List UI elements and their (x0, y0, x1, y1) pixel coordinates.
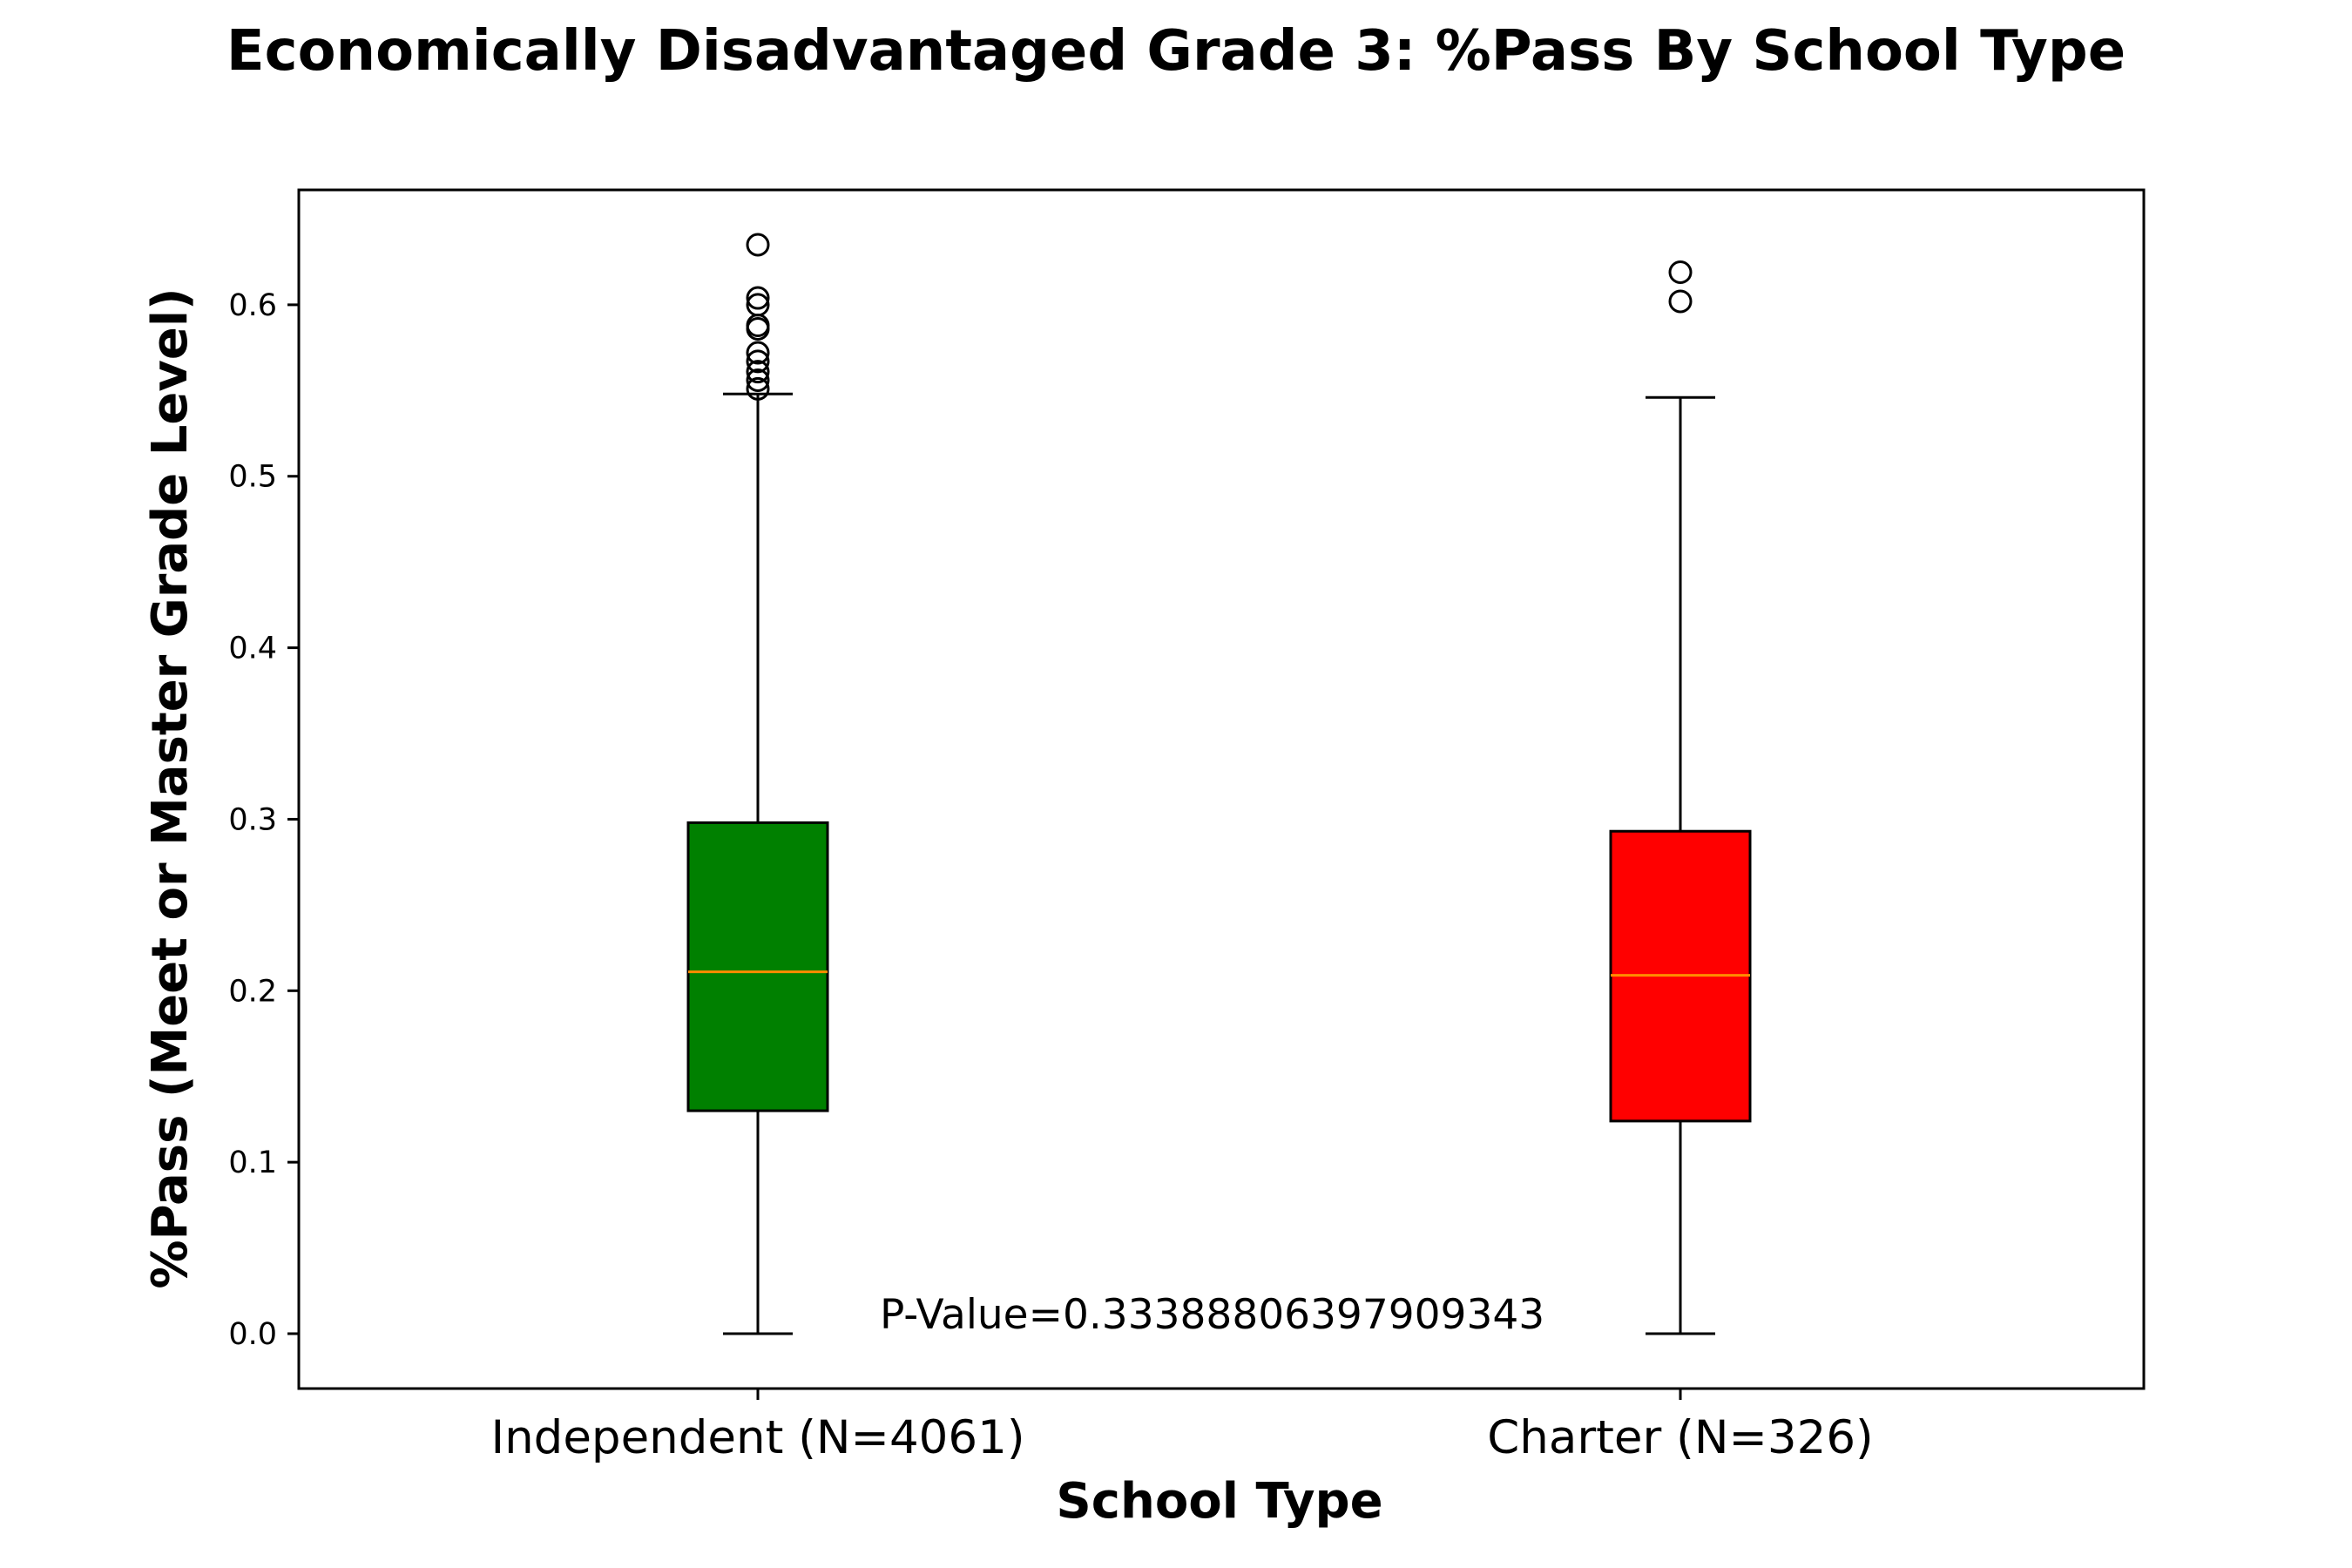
box-charter (1609, 260, 1752, 1335)
outlier-point (746, 368, 770, 393)
x-tick-label: Independent (N=4061) (490, 1411, 1024, 1464)
y-tick-label: 0.2 (228, 974, 277, 1009)
outlier-point (746, 376, 770, 401)
outlier-point (1668, 260, 1693, 284)
y-tick-label: 0.0 (228, 1317, 277, 1352)
chart-title: Economically Disadvantaged Grade 3: %Pas… (226, 19, 2126, 84)
y-tick-label: 0.1 (228, 1146, 277, 1180)
outlier-point (1668, 289, 1693, 314)
plot-frame (297, 188, 2146, 1390)
outlier-point (746, 341, 770, 365)
y-tick-label: 0.5 (228, 460, 277, 495)
x-tick-label: Charter (N=326) (1487, 1411, 1873, 1464)
outlier-point (746, 286, 770, 310)
p-value-annotation: P-Value=0.33388806397909343 (880, 1291, 1544, 1339)
outlier-point (746, 349, 770, 374)
y-tick-label: 0.4 (228, 632, 277, 666)
y-tick-label: 0.6 (228, 288, 277, 323)
x-axis: Independent (N=4061) Charter (N=326) (490, 1389, 1874, 1464)
y-axis-label: %Pass (Meet or Master Grade Level) (142, 287, 199, 1288)
y-tick-label: 0.3 (228, 802, 277, 837)
x-axis-label: School Type (1056, 1473, 1382, 1530)
box-iqr (686, 821, 829, 1112)
outlier-point (746, 293, 770, 317)
outlier-point (746, 233, 770, 257)
y-axis: 0.0 0.1 0.2 0.3 0.4 0.5 0.6 (228, 288, 299, 1352)
outlier-point (746, 360, 770, 384)
plot-area (686, 233, 1752, 1335)
box-independent (686, 233, 829, 1335)
